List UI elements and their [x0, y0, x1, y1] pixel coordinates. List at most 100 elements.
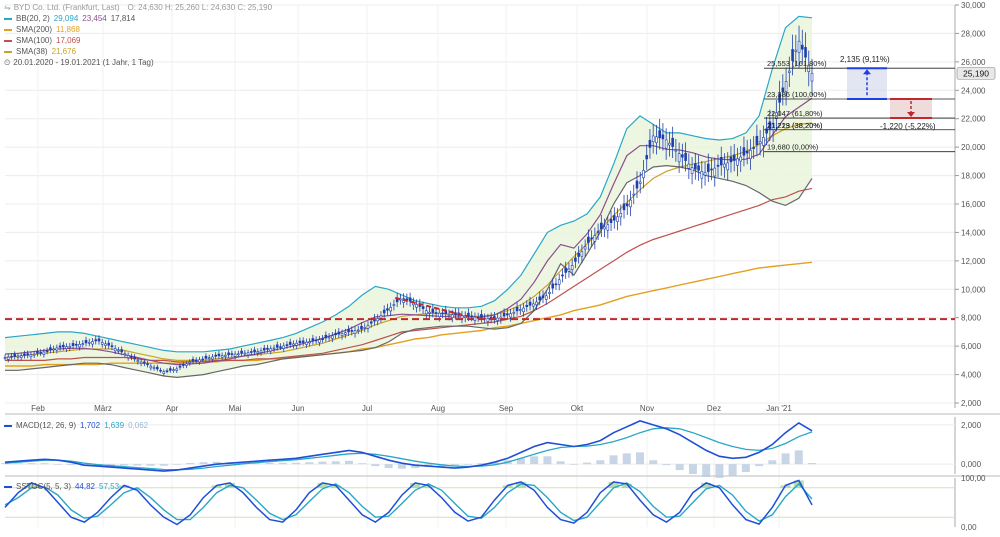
candle-body: [736, 158, 739, 166]
macd-histogram-bar: [159, 464, 168, 466]
macd-histogram-bar: [609, 455, 618, 465]
candle-body: [71, 343, 75, 347]
stoch-overbought-fill: [502, 485, 513, 488]
candle-body: [324, 334, 328, 339]
macd-histogram-bar: [715, 464, 724, 478]
indicator-row: SMA(100) 17,069: [4, 35, 272, 46]
price-tick-label: 18,000: [961, 172, 986, 181]
candle-body: [742, 147, 746, 156]
candle-body: [295, 342, 298, 346]
candle-body: [227, 352, 230, 356]
stoch-k-line: [4, 479, 813, 526]
stoch-overbought-fill: [330, 485, 341, 488]
candle-body: [311, 338, 315, 342]
candle-body: [775, 112, 778, 120]
measure-down-arrowhead: [907, 112, 915, 118]
candle-body: [632, 193, 636, 196]
candle-body: [360, 325, 363, 330]
ohlc-readout: O: 24,630 H: 25,260 L: 24,630 C: 25,190: [127, 3, 273, 12]
candle-body: [220, 355, 224, 358]
macd-histogram-bar: [543, 456, 552, 465]
candle-body: [616, 216, 619, 222]
candle-body: [94, 339, 98, 342]
candle-body: [515, 306, 519, 312]
candle-body: [460, 315, 464, 319]
candle-body: [152, 367, 156, 369]
price-tick-label: 8,000: [961, 314, 982, 323]
candle-body: [655, 136, 658, 144]
candle-body: [454, 312, 457, 316]
stoch-overbought-fill: [410, 482, 421, 488]
candle-body: [561, 274, 564, 277]
indicator-value: 11,868: [56, 25, 80, 34]
candle-body: [146, 363, 149, 366]
macd-histogram-bar: [27, 463, 36, 465]
candle-body: [788, 70, 791, 73]
candle-body: [26, 353, 29, 356]
instrument-title: BYD Co. Ltd. (Frankfurt, Last): [13, 3, 120, 12]
macd-histogram-bar: [278, 462, 287, 465]
month-label: Feb: [31, 404, 45, 413]
candle-body: [356, 329, 360, 332]
candle-body: [120, 349, 123, 353]
month-label: Aug: [431, 404, 445, 413]
stochastic-panel: 100,00 0,00: [4, 474, 986, 532]
candle-body: [506, 313, 509, 316]
candle-body: [642, 170, 645, 179]
price-tick-label: 16,000: [961, 200, 986, 209]
candle-body: [671, 137, 674, 147]
macd-histogram-bar: [583, 462, 592, 465]
candle-body: [10, 355, 13, 358]
macd-histogram-bar: [331, 461, 340, 465]
candle-body: [531, 303, 535, 307]
candle-body: [305, 341, 308, 345]
candle-body: [765, 128, 768, 134]
candle-body: [301, 340, 305, 343]
indicator-label: SMA(100): [16, 36, 53, 45]
stoch-overbought-fill: [26, 482, 37, 488]
candle-body: [716, 164, 720, 167]
month-label: Dez: [707, 404, 721, 413]
measure-up-arrowhead: [863, 69, 871, 75]
macd-histogram-bar: [530, 456, 539, 465]
candle-body: [544, 295, 548, 300]
candle-body: [645, 155, 649, 160]
bollinger-lower-line: [5, 164, 813, 379]
price-series: [4, 15, 813, 379]
macd-histogram-bar: [133, 464, 142, 466]
price-tick-label: 20,000: [961, 143, 986, 152]
candle-body: [262, 347, 266, 351]
candle-body: [567, 268, 571, 272]
candle-body: [415, 304, 418, 308]
candle-body: [794, 49, 798, 52]
candle-body: [664, 139, 668, 149]
candle-body: [768, 121, 772, 130]
macd-histogram-bar: [397, 464, 406, 469]
month-label: Sep: [499, 404, 514, 413]
candle-body: [600, 222, 603, 230]
price-tick-label: 30,000: [961, 1, 986, 10]
candle-body: [625, 203, 629, 207]
candle-body: [269, 348, 273, 352]
candle-body: [609, 218, 613, 223]
candle-body: [100, 342, 104, 345]
macd-histogram-bar: [556, 461, 565, 465]
candle-body: [590, 237, 593, 240]
candle-body: [6, 356, 10, 360]
bollinger-middle-line: [4, 97, 813, 366]
candle-body: [139, 361, 143, 364]
candle-body: [570, 265, 574, 270]
candle-body: [149, 365, 153, 369]
candle-body: [379, 315, 383, 319]
candle-body: [321, 338, 324, 341]
candle-body: [194, 359, 198, 362]
candle-body: [314, 339, 318, 342]
stoch-overbought-fill: [608, 481, 619, 488]
month-label: Jan '21: [766, 404, 792, 413]
panel-borders: [5, 5, 1000, 527]
macd-histogram-bar: [186, 462, 195, 465]
macd-histogram-bar: [252, 462, 261, 465]
indicator-label: BB(20, 2): [16, 14, 50, 23]
price-tick-label: 4,000: [961, 371, 982, 380]
